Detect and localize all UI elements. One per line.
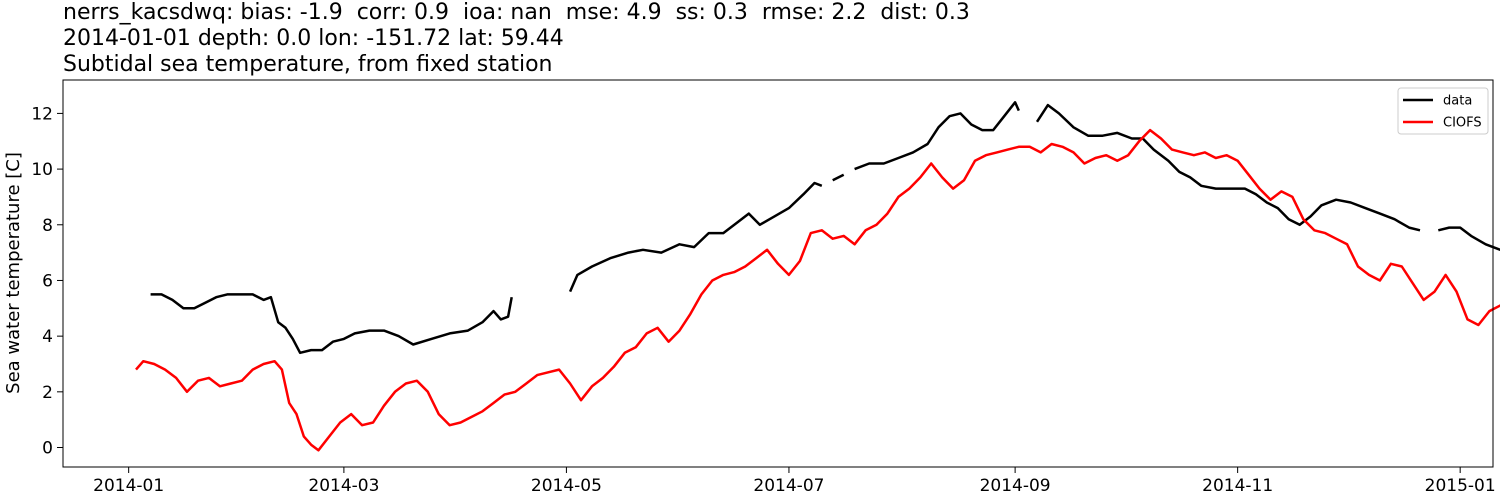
legend-label-ciofs: CIOFS <box>1443 116 1482 131</box>
x-tick-label: 2015-01 <box>1425 476 1496 496</box>
x-tick-label: 2014-03 <box>308 476 379 496</box>
series-line-data <box>1437 226 1500 252</box>
series-line-data <box>832 173 845 182</box>
chart-title-line-1: nerrs_kacsdwq: bias: -1.9 corr: 0.9 ioa:… <box>63 0 970 25</box>
y-tick-label: 0 <box>42 439 53 459</box>
x-tick-label: 2014-05 <box>531 476 602 496</box>
y-tick-label: 10 <box>31 160 53 180</box>
x-axis: 2014-01 2014-03 2014-05 2014-07 2014-09 2014-… <box>93 467 1496 496</box>
y-tick-label: 4 <box>42 327 53 347</box>
series-line-ciofs <box>135 128 1500 452</box>
series-line-data <box>568 181 823 293</box>
legend: data CIOFS <box>1397 87 1489 135</box>
chart-title-line-2: 2014-01-01 depth: 0.0 lon: -151.72 lat: … <box>63 26 564 51</box>
chart-title-line-3: Subtidal sea temperature, from fixed sta… <box>63 52 553 77</box>
series-line-data <box>150 293 513 355</box>
x-tick-label: 2014-11 <box>1202 476 1273 496</box>
series-line-data <box>854 101 1020 171</box>
x-tick-label: 2014-07 <box>753 476 824 496</box>
y-tick-label: 12 <box>31 104 53 124</box>
y-tick-label: 8 <box>42 216 53 236</box>
y-axis-label: Sea water temperature [C] <box>3 152 24 394</box>
x-tick-label: 2014-01 <box>93 476 164 496</box>
series-line-data <box>1035 103 1421 232</box>
y-tick-label: 2 <box>42 383 53 403</box>
chart-title-block: nerrs_kacsdwq: bias: -1.9 corr: 0.9 ioa:… <box>63 0 970 78</box>
legend-label-data: data <box>1443 94 1472 109</box>
series-ciofs <box>135 128 1500 452</box>
axes-frame <box>62 79 1494 468</box>
x-tick-label: 2014-09 <box>980 476 1051 496</box>
plot-area <box>135 101 1500 452</box>
y-tick-label: 6 <box>42 271 53 291</box>
y-axis: 0 2 4 6 8 10 12 <box>31 104 63 459</box>
series-data <box>150 101 1500 355</box>
